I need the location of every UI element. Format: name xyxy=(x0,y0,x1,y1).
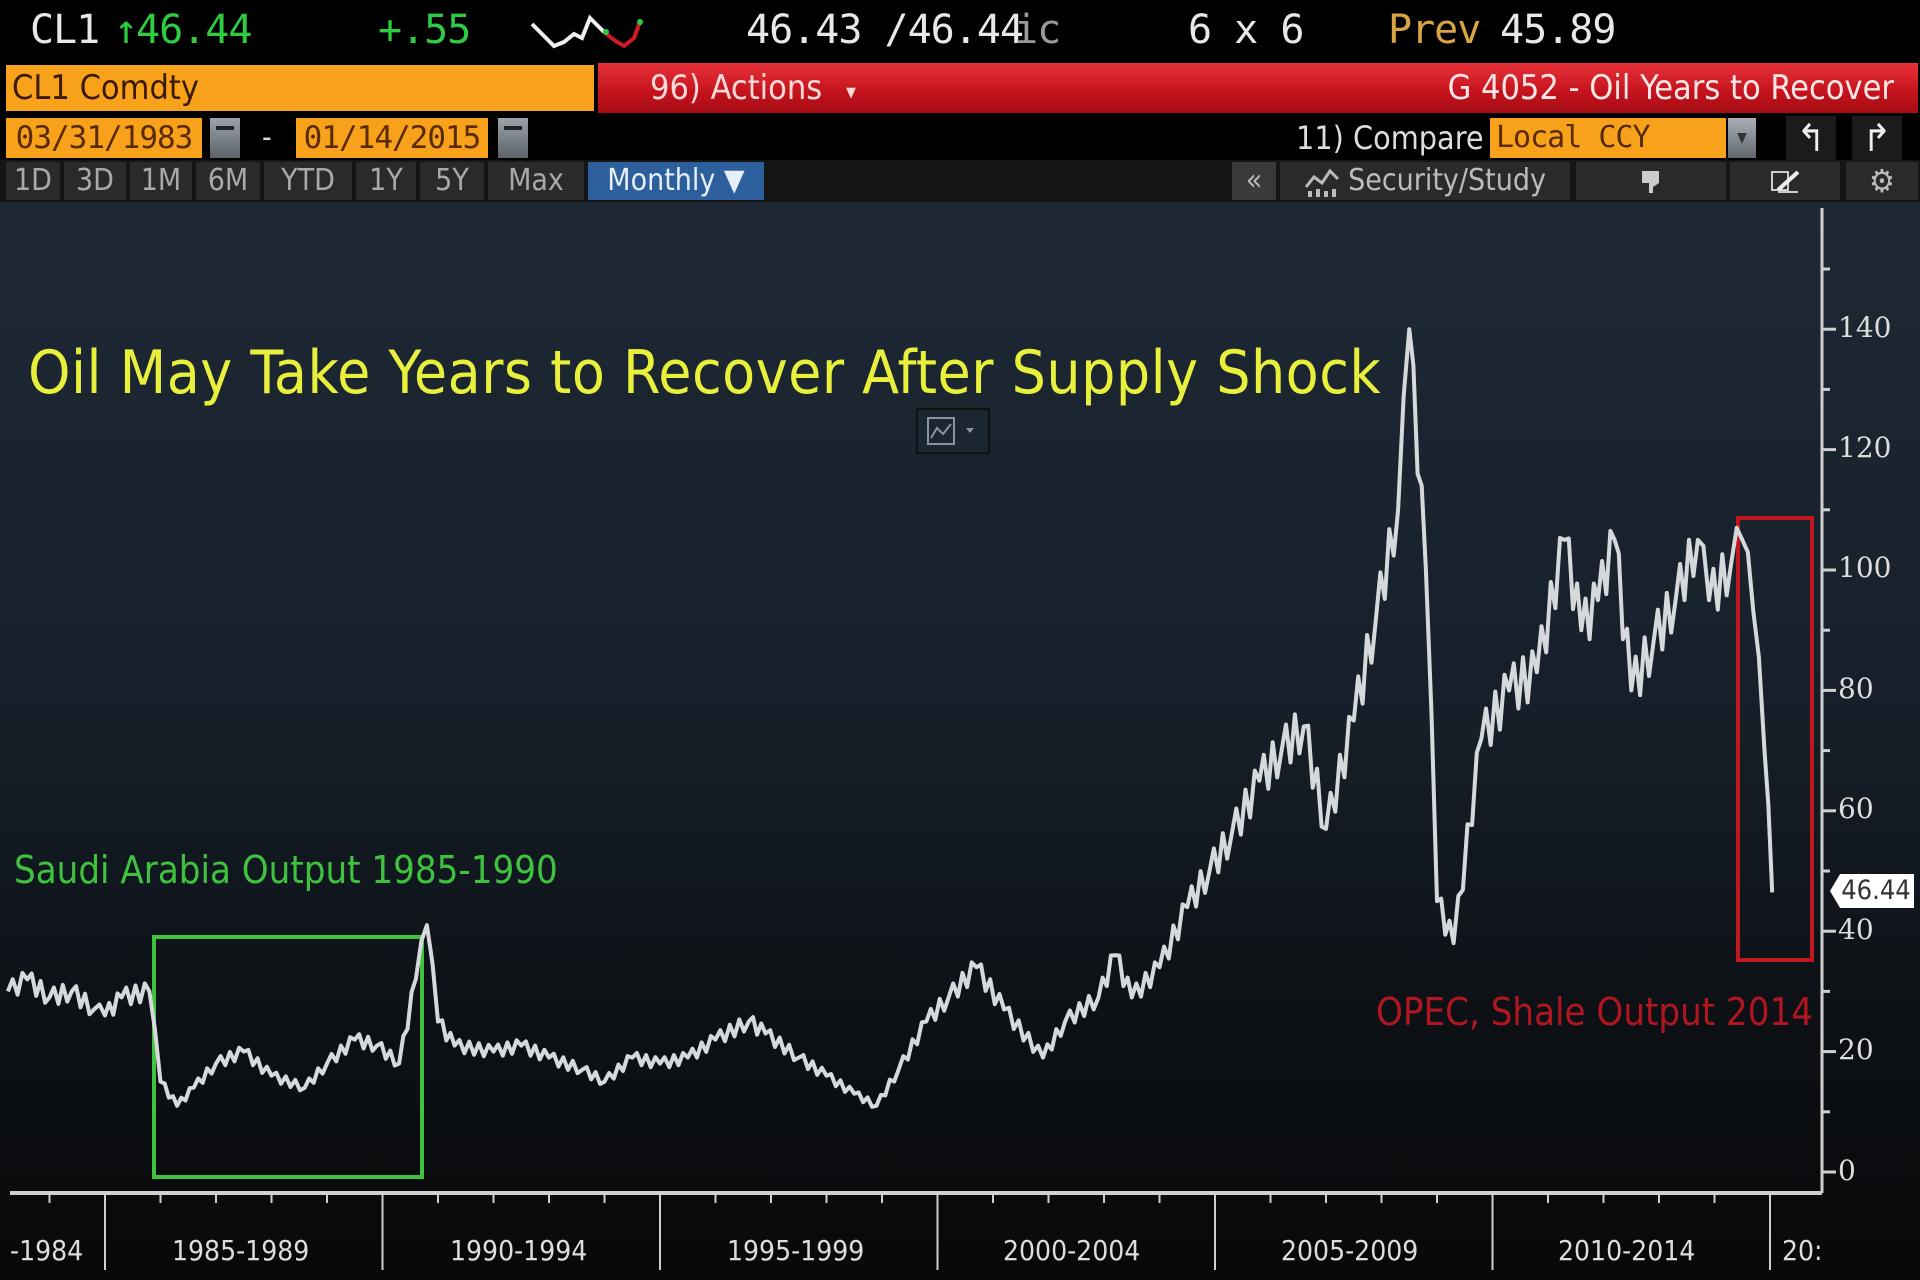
annotate-flag-button[interactable] xyxy=(1576,162,1726,200)
y-tick-0: 0 xyxy=(1838,1154,1856,1187)
end-calendar-icon[interactable] xyxy=(498,118,528,158)
tab-3d[interactable]: 3D xyxy=(64,162,126,200)
x-label-1990-1994: 1990-1994 xyxy=(450,1234,588,1267)
actions-label: 96) Actions xyxy=(650,68,823,108)
security-input[interactable]: CL1 Comdty xyxy=(6,65,594,111)
tab-max[interactable]: Max xyxy=(488,162,584,200)
price-series-line xyxy=(6,327,1775,1109)
settings-gear-icon[interactable]: ⚙ xyxy=(1846,162,1918,200)
chart-title-annotation: Oil May Take Years to Recover After Supp… xyxy=(28,338,1382,408)
y-tick-60: 60 xyxy=(1838,792,1874,825)
last-price-tag: 46.44 xyxy=(1830,874,1914,908)
x-label-2005-2009: 2005-2009 xyxy=(1281,1234,1419,1267)
collapse-button[interactable]: « xyxy=(1232,162,1276,200)
x-label-1995-1999: 1995-1999 xyxy=(727,1234,865,1267)
tab-5y[interactable]: 5Y xyxy=(420,162,484,200)
end-date-input[interactable]: 01/14/2015 xyxy=(296,118,488,158)
x-label-2000-2004: 2000-2004 xyxy=(1003,1234,1141,1267)
opec-annotation: OPEC, Shale Output 2014 xyxy=(1376,990,1814,1034)
bid-ask-size: 6 x 6 xyxy=(1188,7,1304,53)
prev-label: Prev xyxy=(1388,7,1481,53)
saudi-annotation: Saudi Arabia Output 1985-1990 xyxy=(14,848,558,892)
y-tick-80: 80 xyxy=(1838,672,1874,705)
chart-panel[interactable] xyxy=(0,202,1920,1280)
security-study-button[interactable]: Security/Study xyxy=(1280,162,1570,200)
edit-pencil-icon xyxy=(1771,170,1800,193)
tab-6m[interactable]: 6M xyxy=(196,162,260,200)
title-bar: 96) Actions ▾ G 4052 - Oil Years to Reco… xyxy=(598,63,1918,113)
net-change: +.55 xyxy=(378,7,471,53)
y-tick-40: 40 xyxy=(1838,913,1874,946)
date-range-bar: 03/31/1983 - 01/14/2015 11) Compare Loca… xyxy=(0,114,1920,160)
bid-ask-source: ic xyxy=(1014,7,1061,53)
saudi-highlight-box xyxy=(152,935,424,1179)
frequency-dropdown[interactable]: Monthly ▼ xyxy=(588,162,764,200)
tab-1y[interactable]: 1Y xyxy=(356,162,416,200)
undo-icon[interactable]: ↰ xyxy=(1786,116,1836,160)
edit-drawing-button[interactable] xyxy=(1730,162,1840,200)
y-tick-120: 120 xyxy=(1838,431,1892,464)
chart-toolbar: 1D 3D 1M 6M YTD 1Y 5Y Max Monthly ▼ « Se… xyxy=(0,160,1920,202)
opec-highlight-box xyxy=(1736,516,1814,962)
quote-strip: CL1 ↑ 46.44 +.55 46.43 /46.44 ic 6 x 6 P… xyxy=(0,0,1920,62)
chart-study-icon xyxy=(1304,168,1340,197)
start-date-input[interactable]: 03/31/1983 xyxy=(6,118,202,158)
intraday-sparkline-icon xyxy=(530,14,643,49)
compare-button[interactable]: 11) Compare xyxy=(1296,119,1484,157)
date-separator: - xyxy=(262,120,272,155)
chart-type-button[interactable] xyxy=(916,408,990,454)
x-label-1984: -1984 xyxy=(10,1234,84,1267)
x-label-2015: 20: xyxy=(1782,1234,1823,1267)
x-label-2010-2014: 2010-2014 xyxy=(1558,1234,1696,1267)
bid-ask: 46.43 /46.44 xyxy=(746,7,1024,53)
security-header: CL1 Comdty 96) Actions ▾ G 4052 - Oil Ye… xyxy=(0,62,1920,114)
page-title: G 4052 - Oil Years to Recover xyxy=(1447,68,1894,108)
tab-ytd[interactable]: YTD xyxy=(264,162,352,200)
security-study-label: Security/Study xyxy=(1348,163,1546,198)
redo-icon[interactable]: ↱ xyxy=(1852,116,1902,160)
y-tick-20: 20 xyxy=(1838,1033,1874,1066)
last-price: 46.44 xyxy=(136,7,252,53)
flag-icon xyxy=(1642,170,1659,193)
up-arrow-icon: ↑ xyxy=(114,7,138,53)
start-calendar-icon[interactable] xyxy=(210,118,240,158)
currency-select[interactable]: Local CCY xyxy=(1490,118,1726,158)
tab-1m[interactable]: 1M xyxy=(130,162,192,200)
y-tick-100: 100 xyxy=(1838,551,1892,584)
prev-close: 45.89 xyxy=(1500,7,1616,53)
ticker-symbol: CL1 xyxy=(30,7,100,53)
actions-menu-button[interactable]: 96) Actions ▾ xyxy=(650,63,856,118)
y-tick-140: 140 xyxy=(1838,311,1892,344)
caret-down-icon: ▾ xyxy=(845,80,856,105)
currency-dropdown-arrow-icon[interactable]: ▼ xyxy=(1728,118,1756,158)
tab-1d[interactable]: 1D xyxy=(6,162,60,200)
line-chart-icon xyxy=(927,417,974,445)
x-label-1985-1989: 1985-1989 xyxy=(172,1234,310,1267)
